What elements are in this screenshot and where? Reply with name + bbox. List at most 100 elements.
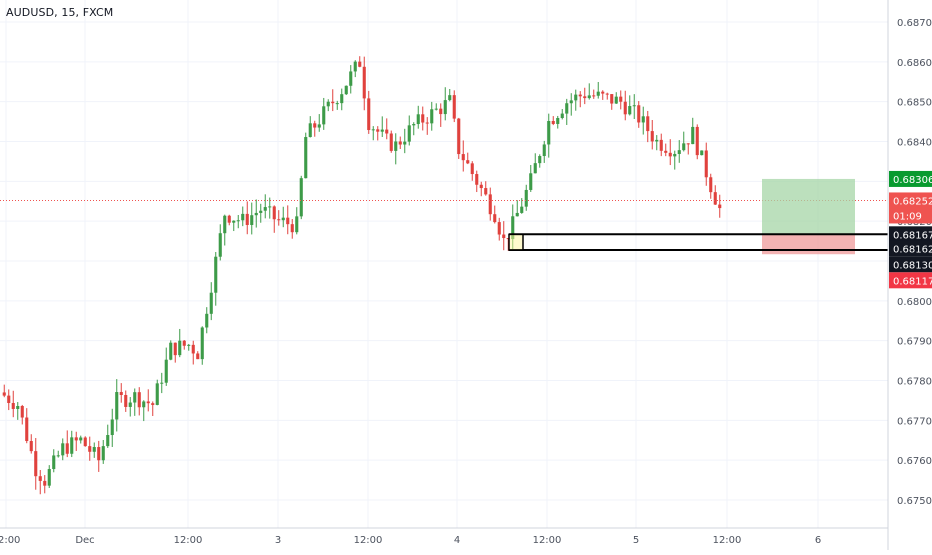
candle-body: [475, 174, 479, 185]
stop-zone: [762, 234, 855, 255]
candle-body: [65, 443, 69, 454]
time-tick-label: 6: [815, 535, 821, 546]
candle-body: [650, 131, 654, 142]
candle-body: [533, 163, 537, 174]
marked-low-box: [508, 233, 524, 251]
candle-body: [385, 129, 389, 134]
time-tick-label: 3: [275, 535, 281, 546]
time-tick-label: 12:00: [354, 535, 383, 546]
candle-body: [547, 120, 551, 145]
candle-body: [353, 61, 357, 72]
candle-body: [2, 392, 6, 396]
time-tick-label: 4: [454, 535, 460, 546]
candle-body: [160, 382, 164, 384]
candle-body: [146, 401, 150, 404]
candle-body: [484, 188, 488, 195]
candle-body: [668, 152, 672, 157]
candle-body: [83, 437, 87, 447]
candle-body: [326, 101, 330, 107]
candle-body: [466, 160, 470, 164]
support-price-label-bg: [889, 256, 932, 273]
candle-body: [29, 441, 33, 452]
candle-body: [686, 143, 690, 145]
candle-body: [47, 469, 51, 486]
candle-body: [542, 144, 546, 157]
price-tick-label: 0.67500: [897, 496, 932, 507]
candle-body: [335, 103, 339, 105]
candle-body: [92, 447, 96, 452]
candle-body: [358, 61, 362, 67]
candle-body: [79, 437, 83, 441]
candle-body: [592, 95, 596, 97]
candle-body: [659, 139, 663, 151]
candle-body: [511, 216, 515, 240]
candle-body: [331, 101, 335, 104]
candle-body: [574, 94, 578, 101]
candle-body: [196, 353, 200, 360]
candle-body: [709, 177, 713, 193]
candle-body: [398, 141, 402, 145]
candle-body: [137, 392, 141, 408]
candle-body: [695, 126, 699, 156]
candle-body: [205, 313, 209, 328]
candle-body: [142, 401, 146, 408]
candle-body: [259, 210, 263, 213]
candle-body: [601, 91, 605, 94]
candle-body: [389, 133, 393, 151]
candle-body: [308, 123, 312, 138]
candle-body: [718, 204, 722, 209]
candle-body: [569, 100, 573, 104]
candle-body: [187, 344, 191, 346]
candle-body: [457, 118, 461, 155]
candle-body: [250, 215, 254, 225]
candle-body: [430, 109, 434, 124]
candle-body: [479, 184, 483, 189]
time-tick-label: 12:00: [533, 535, 562, 546]
candle-body: [677, 150, 681, 154]
candle-body: [191, 344, 195, 354]
candle-body: [565, 103, 569, 114]
candle-body: [178, 340, 182, 356]
candle-body: [691, 126, 695, 145]
candle-body: [664, 150, 668, 153]
candle-body: [376, 129, 380, 132]
candle-body: [610, 94, 614, 104]
candle-body: [641, 116, 645, 123]
candle-body: [434, 108, 438, 110]
candle-body: [371, 129, 375, 131]
candle-body: [16, 405, 20, 409]
candle-body: [227, 215, 231, 223]
candle-body: [632, 105, 636, 107]
candle-body: [304, 137, 308, 179]
candle-body: [322, 106, 326, 125]
candle-body: [655, 139, 659, 142]
candle-body: [416, 114, 420, 125]
candle-body: [232, 220, 236, 223]
candle-body: [236, 220, 240, 222]
candle-body: [493, 214, 497, 223]
price-labels: 0.68306 0.68252 01:09 0.68167 0.68162 0.68130…: [889, 170, 932, 289]
candle-body: [128, 402, 132, 407]
candle-body: [614, 96, 618, 104]
candle-body: [263, 207, 267, 211]
candle-body: [673, 153, 677, 157]
entry-price-label: 0.68167: [893, 230, 932, 241]
candle-body: [115, 392, 119, 420]
current-price-label-bg: [889, 192, 932, 209]
candle-body: [520, 206, 524, 213]
candle-body: [646, 116, 650, 132]
candle-body: [556, 118, 560, 124]
time-axis: 12:00 Dec 12:00 3 12:00 4 12:00 5 12:00 6: [0, 535, 821, 546]
candle-body: [380, 129, 384, 132]
candle-body: [704, 150, 708, 178]
